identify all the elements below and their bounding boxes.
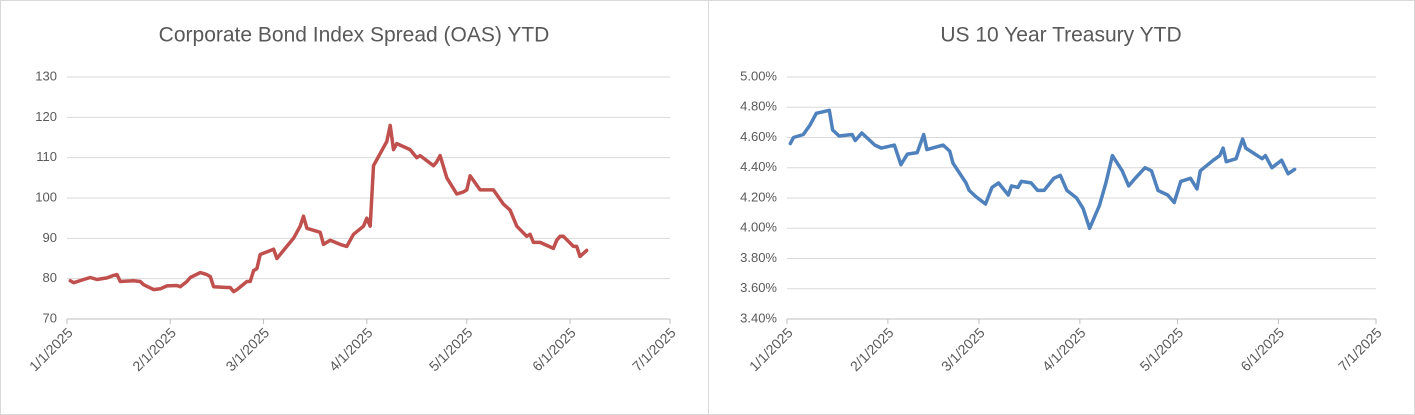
y-tick-label: 4.80% <box>740 99 777 114</box>
y-tick-label: 4.40% <box>740 159 777 174</box>
y-tick-label: 110 <box>36 149 57 164</box>
y-tick-label: 120 <box>35 109 57 124</box>
y-tick-label: 80 <box>43 270 57 285</box>
chart-title: Corporate Bond Index Spread (OAS) YTD <box>159 24 550 47</box>
y-tick-label: 4.00% <box>740 220 777 235</box>
chart-title: US 10 Year Treasury YTD <box>940 24 1181 47</box>
y-tick-label: 3.40% <box>740 310 777 325</box>
y-tick-label: 70 <box>43 310 57 325</box>
y-tick-label: 4.20% <box>740 189 777 204</box>
y-tick-label: 90 <box>43 230 57 245</box>
y-tick-label: 3.80% <box>740 250 777 265</box>
y-tick-label: 5.00% <box>740 68 777 83</box>
data-line <box>788 108 1297 231</box>
y-tick-label: 100 <box>35 189 57 204</box>
y-tick-label: 130 <box>35 68 57 83</box>
y-tick-label: 4.60% <box>740 129 777 144</box>
data-line <box>68 123 589 294</box>
y-tick-label: 3.60% <box>740 280 777 295</box>
